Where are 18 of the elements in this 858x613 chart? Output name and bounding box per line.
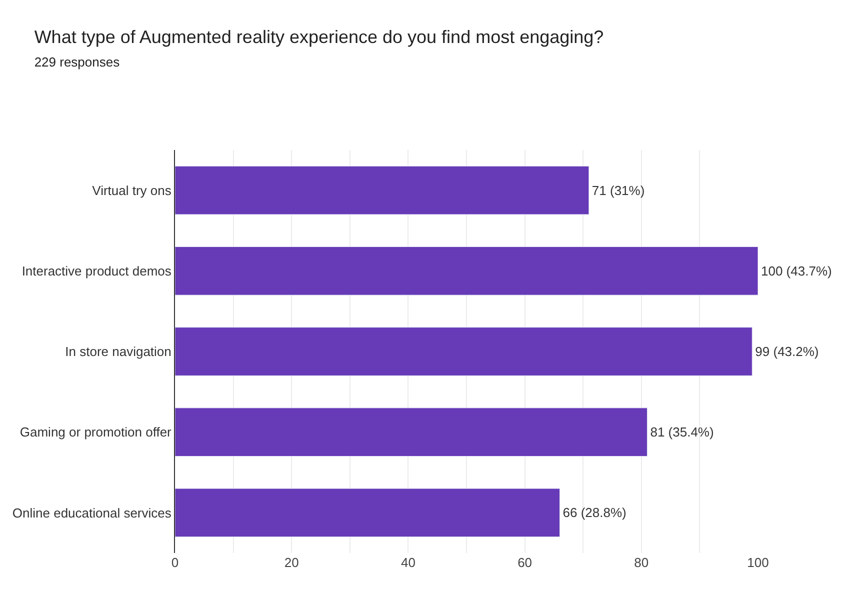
data-label: 100 (43.7%)	[761, 263, 832, 278]
x-tick-label: 40	[400, 555, 416, 570]
data-label: 99 (43.2%)	[755, 344, 819, 359]
y-tick-label: Virtual try ons	[92, 182, 172, 198]
y-tick-label: Interactive product demos	[22, 263, 172, 278]
data-label: 66 (28.8%)	[562, 505, 626, 520]
y-tick-label: Gaming or promotion offer	[20, 424, 172, 440]
chart-title: What type of Augmented reality experience do you find most engaging?	[34, 26, 604, 47]
x-tick-label: 0	[171, 555, 179, 570]
y-tick-label: Online educational services	[12, 505, 172, 520]
x-tick-label: 100	[747, 555, 769, 570]
data-label: 71 (31%)	[592, 182, 645, 198]
x-tick-label: 60	[518, 555, 532, 570]
x-tick-label: 20	[284, 555, 299, 570]
y-tick-label: In store navigation	[65, 344, 172, 360]
x-tick-label: 80	[634, 555, 649, 570]
data-label: 81 (35.4%)	[650, 424, 714, 440]
chart-subtitle: 229 responses	[34, 54, 120, 70]
